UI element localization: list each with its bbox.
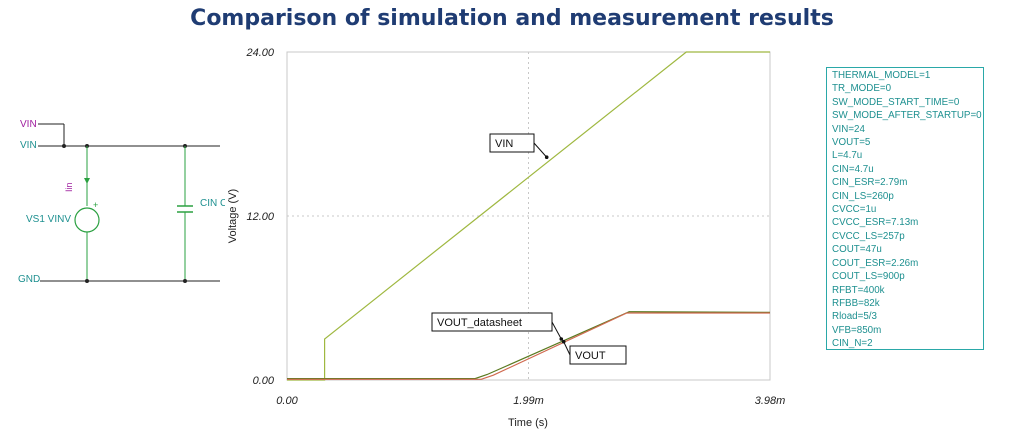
x-tick-label: 0.00 bbox=[276, 395, 298, 407]
parameter-line: L=4.7u bbox=[832, 150, 863, 162]
parameter-line: VIN=24 bbox=[832, 123, 865, 135]
voltage-time-chart: 0.00 1.99m 3.98m 0.00 12.00 24.00 VIN VOUT_dat… bbox=[227, 47, 785, 429]
y-tick-label: 24.00 bbox=[245, 47, 274, 59]
parameter-line: COUT_ESR=2.26m bbox=[832, 257, 919, 269]
annotation-vout-leader bbox=[563, 341, 571, 356]
parameter-list: THERMAL_MODEL=1 TR_MODE=0 SW_MODE_START_TI… bbox=[826, 67, 984, 350]
voltage-source-symbol bbox=[74, 207, 100, 233]
x-axis-label: Time (s) bbox=[508, 417, 548, 429]
y-axis-label: Voltage (V) bbox=[227, 189, 239, 243]
current-probe-arrow bbox=[84, 178, 90, 184]
annotation-vout-pointer bbox=[561, 339, 566, 344]
parameter-line: COUT=47u bbox=[832, 244, 882, 256]
annotation-vout-datasheet-box bbox=[431, 312, 553, 332]
vin-port-label: VIN bbox=[20, 119, 37, 130]
annotation-vout-datasheet-pointer bbox=[559, 337, 564, 341]
parameter-line: Rload=5/3 bbox=[832, 311, 877, 323]
parameter-line: THERMAL_MODEL=1 bbox=[832, 70, 931, 81]
annotations: VIN VOUT_datasheet VOUT bbox=[431, 133, 627, 365]
series-vout-datasheet-line bbox=[287, 312, 770, 380]
axis-ticks: 0.00 1.99m 3.98m 0.00 12.00 24.00 bbox=[245, 47, 785, 407]
parameter-line: CVCC_LS=257p bbox=[832, 230, 905, 242]
x-tick-label: 1.99m bbox=[513, 395, 544, 407]
series-vin-line bbox=[287, 51, 770, 381]
parameter-line: CIN_N=2 bbox=[832, 338, 873, 350]
gnd-label: GND bbox=[18, 274, 40, 285]
annotation-vout-label: VOUT bbox=[575, 350, 606, 362]
y-tick-label: 12.00 bbox=[246, 211, 274, 223]
source-label: VS1 VINV bbox=[26, 214, 71, 225]
annotation-vin-label: VIN bbox=[495, 138, 513, 150]
parameter-line: CVCC_ESR=7.13m bbox=[832, 217, 919, 229]
annotation-vout-box bbox=[569, 345, 627, 365]
parameter-line: COUT_LS=900p bbox=[832, 271, 905, 283]
parameter-line: RFBB=82k bbox=[832, 297, 880, 309]
x-tick-label: 3.98m bbox=[755, 395, 786, 407]
annotation-vout-datasheet-leader bbox=[551, 321, 562, 340]
source-plus-label: + bbox=[93, 200, 98, 210]
parameter-line: VOUT=5 bbox=[832, 137, 871, 149]
schematic-diagram: VIN VIN Iin + VS1 VINV CIN C GND bbox=[18, 119, 225, 285]
parameter-line: RFBT=400k bbox=[832, 284, 885, 296]
parameter-line: CVCC=1u bbox=[832, 204, 877, 216]
current-probe-label: Iin bbox=[64, 182, 74, 192]
junction-dot bbox=[85, 279, 89, 283]
y-tick-label: 0.00 bbox=[253, 375, 275, 387]
parameter-line: SW_MODE_START_TIME=0 bbox=[832, 96, 960, 108]
grid bbox=[287, 52, 770, 380]
vin-net-label: VIN bbox=[20, 140, 37, 151]
series bbox=[287, 51, 771, 381]
annotation-vout-datasheet-label: VOUT_datasheet bbox=[437, 317, 522, 329]
series-vout-line bbox=[287, 311, 771, 380]
parameter-line: SW_MODE_AFTER_STARTUP=0 bbox=[832, 110, 982, 122]
capacitor-label: CIN C bbox=[200, 198, 225, 209]
parameter-line: VFB=850m bbox=[832, 324, 882, 336]
annotation-vin-leader bbox=[533, 142, 548, 158]
parameter-line: CIN_LS=260p bbox=[832, 190, 894, 202]
annotation-vin-box bbox=[489, 133, 535, 153]
junction-dot bbox=[183, 279, 187, 283]
page-title: Comparison of simulation and measurement… bbox=[190, 6, 834, 31]
parameter-line: CIN_ESR=2.79m bbox=[832, 177, 908, 189]
parameter-line: TR_MODE=0 bbox=[832, 83, 892, 95]
junction-dot bbox=[62, 144, 66, 148]
annotation-vin-pointer bbox=[544, 155, 549, 160]
parameter-line: CIN=4.7u bbox=[832, 163, 874, 175]
